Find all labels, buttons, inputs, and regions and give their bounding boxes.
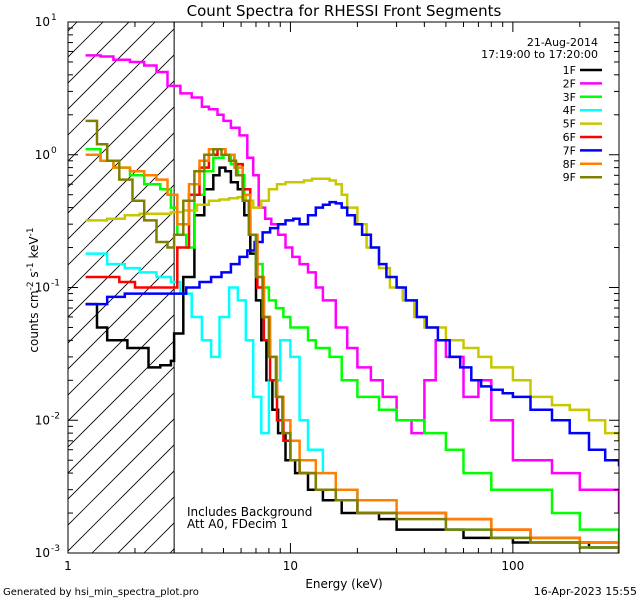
hatch-line — [68, 28, 175, 136]
y-axis-label: counts cm-2 s-1 keV-1 — [26, 227, 41, 352]
x-tick-label: 1 — [64, 559, 72, 573]
series-line-2F — [85, 54, 619, 513]
series-line-3F — [85, 148, 619, 543]
series-line-4F — [85, 252, 619, 553]
hatch-line — [68, 158, 175, 266]
y-axis-label-exp2: -1 — [26, 262, 36, 271]
series-line-8F — [85, 148, 619, 553]
hatch-line — [68, 210, 175, 318]
hatch-line — [68, 236, 175, 344]
hatch-line — [68, 22, 104, 58]
footer-timestamp: 16-Apr-2023 15:55 — [534, 585, 637, 598]
y-tick-label-exp: 1 — [51, 13, 57, 23]
legend-label-5F: 5F — [563, 118, 576, 131]
legend-label-6F: 6F — [563, 131, 576, 144]
hatch-line — [68, 340, 175, 448]
hatch-line — [68, 444, 175, 552]
legend-label-2F: 2F — [563, 77, 576, 90]
series-line-1F — [85, 166, 619, 553]
y-tick-label-exp: -1 — [51, 279, 60, 289]
legend-label-1F: 1F — [563, 64, 576, 77]
hatch-line — [68, 366, 175, 474]
y-tick-label-exp: 0 — [51, 146, 57, 156]
series-line-5F — [85, 177, 619, 441]
hatch-line — [68, 262, 175, 370]
legend-label-7F: 7F — [563, 144, 576, 157]
legend-label-4F: 4F — [563, 104, 576, 117]
hatch-line — [68, 22, 130, 84]
y-tick-label: 10 — [35, 281, 50, 295]
hatch-line — [0, 0, 94, 553]
note-background: Includes Background — [187, 505, 312, 519]
hatch-line — [68, 418, 175, 526]
y-axis-label-base: counts cm — [27, 290, 41, 352]
y-tick-label-exp: -3 — [51, 544, 60, 554]
series-line-6F — [85, 148, 619, 553]
hatch-line — [68, 184, 175, 292]
y-tick-label-exp: -2 — [51, 411, 60, 421]
y-tick-label: 10 — [35, 148, 50, 162]
legend-label-3F: 3F — [563, 91, 576, 104]
hatch-line — [68, 314, 175, 422]
x-axis-label: Energy (keV) — [305, 577, 382, 591]
legend-label-8F: 8F — [563, 158, 576, 171]
y-tick-label: 10 — [35, 15, 50, 29]
series-line-7F — [85, 200, 619, 467]
x-tick-label: 100 — [501, 559, 524, 573]
time-range-label: 17:19:00 to 17:20:00 — [481, 48, 598, 61]
y-axis-label-exp: -2 — [26, 281, 36, 290]
y-axis-label-exp3: -1 — [26, 227, 36, 236]
series-layer — [85, 22, 619, 553]
legend-label-9F: 9F — [563, 171, 576, 184]
x-tick-label: 10 — [283, 559, 298, 573]
date-label: 21-Aug-2014 — [527, 36, 598, 49]
y-axis-label-kev: keV — [27, 236, 41, 263]
y-tick-label: 10 — [35, 413, 50, 427]
hatch-line — [222, 0, 640, 553]
footer-generated-by: Generated by hsi_min_spectra_plot.pro — [3, 587, 199, 598]
y-axis-label-s: s — [27, 271, 41, 281]
note-attenuator: Att A0, FDecim 1 — [187, 517, 288, 531]
hatch-line — [68, 392, 175, 500]
hatch-line — [68, 54, 175, 162]
hatch-line — [68, 22, 156, 110]
series-line-9F — [85, 119, 619, 553]
chart-title: Count Spectra for RHESSI Front Segments — [187, 2, 502, 20]
y-tick-label: 10 — [35, 546, 50, 560]
hatch-line — [68, 22, 78, 32]
